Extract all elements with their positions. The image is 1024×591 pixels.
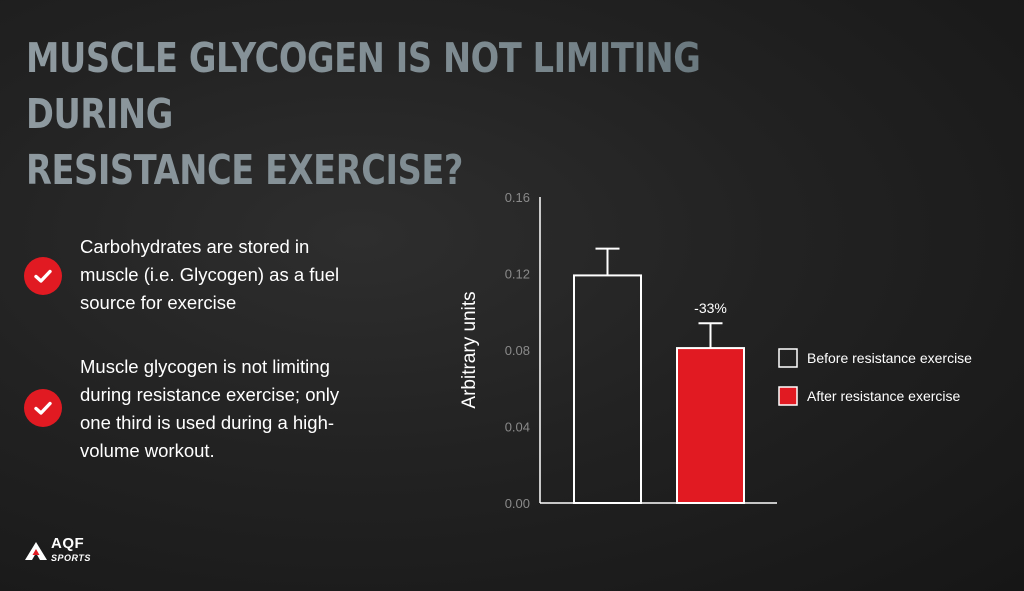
bar	[676, 347, 745, 504]
bar	[573, 274, 642, 504]
y-axis-label: Arbitrary units	[459, 291, 480, 408]
y-tick-label: 0.08	[505, 343, 530, 358]
y-tick-label: 0.00	[505, 496, 530, 511]
y-tick-label: 0.04	[505, 420, 530, 435]
aqf-sports-logo: AQF SPORTS	[24, 535, 91, 565]
bullet-item: Muscle glycogen is not limiting during r…	[24, 353, 370, 465]
check-circle-icon	[24, 389, 62, 427]
bullet-text: Carbohydrates are stored in muscle (i.e.…	[80, 236, 340, 313]
legend-swatch	[778, 348, 798, 368]
data-label: -33%	[694, 300, 727, 316]
check-circle-icon	[24, 257, 62, 295]
legend-label: Before resistance exercise	[807, 350, 972, 366]
y-tick-label: 0.12	[505, 267, 530, 282]
bullet-item: Carbohydrates are stored in muscle (i.e.…	[24, 233, 370, 317]
aqf-logo-mark-icon	[25, 542, 47, 560]
logo-brand: AQF	[51, 535, 85, 552]
bullet-text: Muscle glycogen is not limiting during r…	[80, 356, 340, 461]
logo-sub: SPORTS	[51, 553, 91, 563]
legend-label: After resistance exercise	[807, 388, 960, 404]
y-tick-label: 0.16	[505, 190, 530, 205]
legend-swatch	[778, 386, 798, 406]
